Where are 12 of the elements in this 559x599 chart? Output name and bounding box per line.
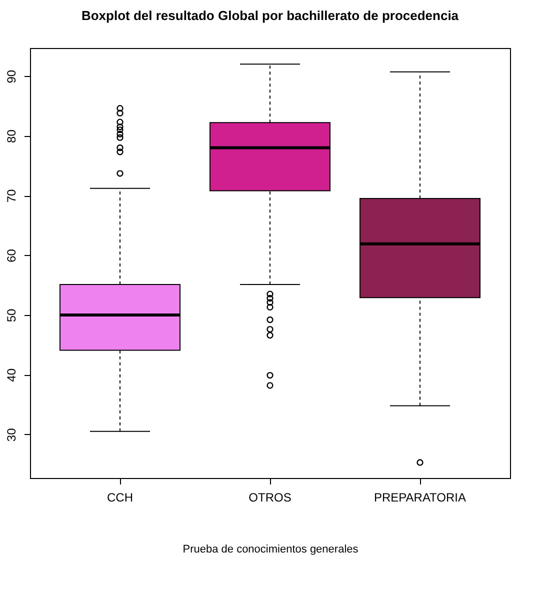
chart-title: Boxplot del resultado Global por bachillerato de procedencia — [81, 8, 460, 23]
y-tick-label: 90 — [4, 70, 18, 84]
y-tick-label: 40 — [4, 368, 18, 382]
x-tick-label: PREPARATORIA — [374, 490, 466, 504]
x-tick-label: CCH — [107, 490, 133, 504]
y-tick-label: 80 — [4, 129, 18, 143]
y-tick-label: 60 — [4, 248, 18, 262]
x-axis-title: Prueba de conocimientos generales — [182, 544, 359, 556]
y-tick-label: 30 — [4, 428, 18, 442]
y-tick-label: 70 — [4, 189, 18, 203]
y-tick-label: 50 — [4, 308, 18, 322]
x-tick-label: OTROS — [248, 490, 292, 504]
